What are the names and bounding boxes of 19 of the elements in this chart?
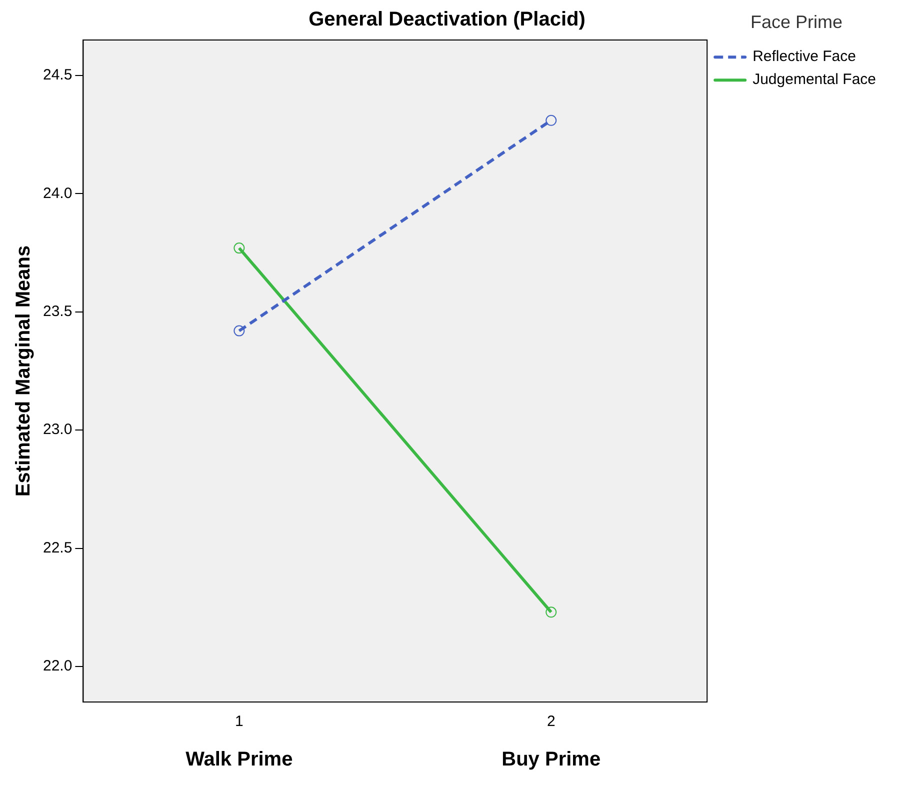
- x-tick-label: 1: [234, 713, 244, 730]
- y-tick-label: 22.5: [42, 539, 72, 556]
- point: [546, 606, 557, 618]
- point: [234, 325, 245, 336]
- x-tick-label: 2: [546, 713, 556, 730]
- y-tick-label: 24.0: [42, 184, 72, 202]
- legend-label: Judgemental Face: [752, 71, 876, 88]
- legend-title: Face Prime: [750, 12, 843, 32]
- y-tick-label: 24.5: [42, 66, 72, 84]
- point: [546, 114, 557, 126]
- text: Walk Prime: [186, 748, 293, 771]
- y-tick-label: 23.5: [42, 303, 72, 320]
- y-tick-label: 23.0: [42, 421, 72, 438]
- legend-label: Reflective Face: [752, 48, 856, 66]
- text: Buy Prime: [502, 748, 601, 771]
- y-axis-title: Estimated Marginal Means: [12, 245, 35, 497]
- chart-title: General Deactivation (Placid): [308, 8, 586, 31]
- y-tick-label: 22.0: [42, 658, 72, 675]
- point: [234, 242, 245, 254]
